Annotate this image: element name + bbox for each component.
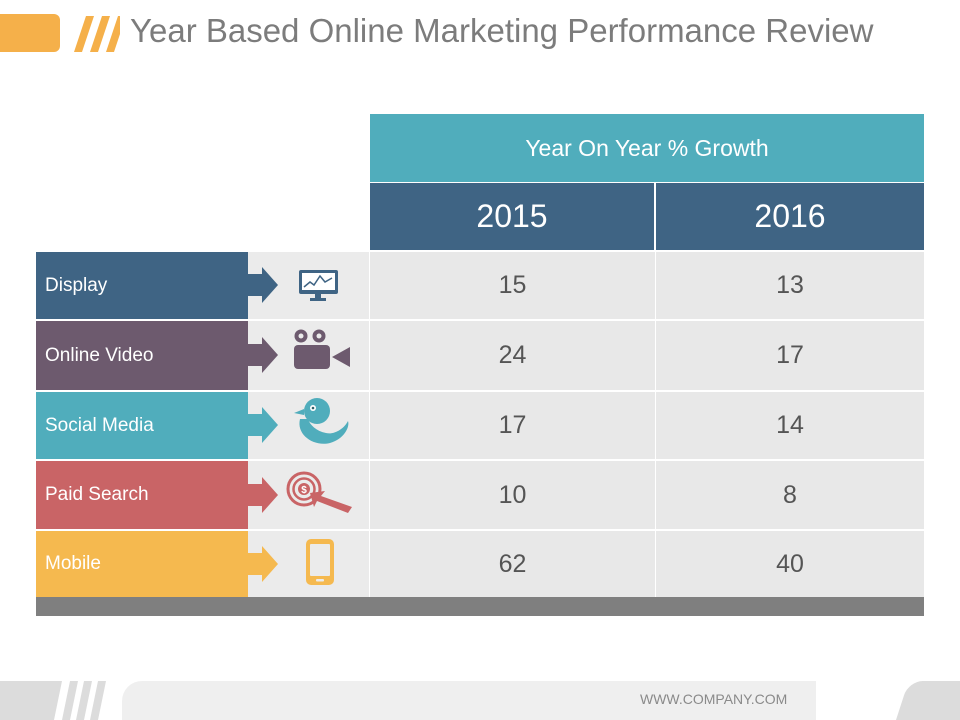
table-bottom-bar [36, 597, 924, 616]
footer-band [122, 681, 816, 720]
growth-header: Year On Year % Growth [370, 114, 924, 182]
year-header-2016: 2016 [656, 183, 924, 250]
year-header-2015: 2015 [370, 183, 654, 250]
row-icon-cell [248, 392, 369, 459]
row-label-mobile: Mobile [36, 531, 248, 597]
value-social-media-2015: 17 [370, 392, 655, 459]
value-online-video-2015: 24 [370, 321, 655, 390]
row-icon-cell [248, 321, 369, 390]
row-label-social-media: Social Media [36, 392, 248, 459]
row-label-display: Display [36, 252, 248, 319]
monitor-chart-icon [299, 270, 338, 301]
value-display-2016: 13 [656, 252, 924, 319]
row-icon-cell [248, 531, 369, 597]
footer-stripes [0, 681, 106, 720]
row-arrow-icon [248, 407, 278, 443]
footer-right-tab [896, 681, 960, 720]
row-label-paid-search: Paid Search [36, 461, 248, 529]
row-label-online-video: Online Video [36, 321, 248, 390]
value-social-media-2016: 14 [656, 392, 924, 459]
row-arrow-icon [248, 546, 278, 582]
header-stripes [74, 16, 120, 52]
video-camera-icon [294, 329, 350, 369]
header-accent-bar [0, 14, 60, 52]
row-arrow-icon [248, 267, 278, 303]
value-display-2015: 15 [370, 252, 655, 319]
footer-website: WWW.COMPANY.COM [640, 691, 788, 707]
smartphone-icon [306, 539, 334, 585]
value-online-video-2016: 17 [656, 321, 924, 390]
page-title: Year Based Online Marketing Performance … [130, 12, 874, 49]
svg-text:$: $ [301, 485, 307, 496]
target-dollar-icon: $ [286, 471, 352, 513]
value-paid-search-2015: 10 [370, 461, 655, 529]
value-mobile-2015: 62 [370, 531, 655, 597]
value-paid-search-2016: 8 [656, 461, 924, 529]
value-mobile-2016: 40 [656, 531, 924, 597]
row-icon-cell: $ [248, 461, 369, 529]
bird-icon [294, 398, 349, 444]
row-arrow-icon [248, 477, 278, 513]
row-icon-cell [248, 252, 369, 319]
row-arrow-icon [248, 337, 278, 373]
